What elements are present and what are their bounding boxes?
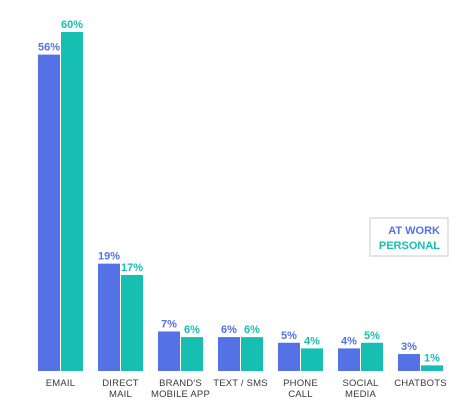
bar-phone-call-at-work — [278, 342, 300, 371]
bar-chatbots-personal — [421, 365, 443, 371]
value-label-email-at-work: 56% — [38, 42, 60, 54]
value-label-phone-call-at-work: 5% — [281, 330, 297, 342]
bar-text-sms-at-work — [218, 337, 240, 371]
value-label-text-sms-personal: 6% — [244, 324, 260, 336]
category-label-text-sms: TEXT / SMS — [213, 378, 268, 389]
bar-direct-mail-personal — [121, 274, 143, 371]
category-label-phone-call: PHONE — [283, 378, 318, 389]
category-label-social-media: SOCIAL — [342, 378, 378, 389]
value-label-social-media-personal: 5% — [364, 330, 380, 342]
value-label-direct-mail-personal: 17% — [121, 262, 143, 274]
value-label-chatbots-at-work: 3% — [401, 341, 417, 353]
bars-group — [38, 32, 443, 371]
category-label-email: EMAIL — [46, 378, 76, 389]
category-label-direct-mail: MAIL — [109, 389, 132, 400]
value-label-chatbots-personal: 1% — [424, 352, 440, 364]
category-label-chatbots: CHATBOTS — [394, 378, 447, 389]
value-label-direct-mail-at-work: 19% — [98, 251, 120, 263]
legend-box — [369, 217, 449, 257]
value-labels-group: 56%60% 19%17% 7% 6% 6% 6% 5% 4% 4% 5% 3% 1% — [38, 19, 440, 364]
legend-entry-at-work: AT WORK — [388, 225, 440, 237]
value-label-brand-s-mobile-app-personal: 6% — [184, 324, 200, 336]
legend: AT WORK PERSONAL — [369, 217, 449, 257]
bar-social-media-personal — [361, 342, 383, 371]
legend-entry-personal: PERSONAL — [379, 240, 440, 252]
category-label-brand-s-mobile-app: BRAND'S — [159, 378, 202, 389]
value-label-social-media-at-work: 4% — [341, 335, 357, 347]
value-label-text-sms-at-work: 6% — [221, 324, 237, 336]
category-label-direct-mail: DIRECT — [102, 378, 139, 389]
bar-brand-s-mobile-app-personal — [181, 337, 203, 371]
bar-phone-call-personal — [301, 348, 323, 371]
value-label-email-personal: 60% — [61, 19, 83, 31]
category-label-brand-s-mobile-app: MOBILE APP — [151, 389, 210, 400]
bar-email-personal — [61, 32, 83, 371]
bar-direct-mail-at-work — [98, 263, 120, 371]
bar-social-media-at-work — [338, 348, 360, 371]
bar-email-at-work — [38, 54, 60, 371]
category-label-social-media: MEDIA — [345, 389, 377, 400]
value-label-brand-s-mobile-app-at-work: 7% — [161, 318, 177, 330]
bar-text-sms-personal — [241, 337, 263, 371]
value-label-phone-call-personal: 4% — [304, 335, 320, 347]
bar-brand-s-mobile-app-at-work — [158, 331, 180, 371]
bar-chatbots-at-work — [398, 354, 420, 371]
category-label-phone-call: CALL — [288, 389, 313, 400]
